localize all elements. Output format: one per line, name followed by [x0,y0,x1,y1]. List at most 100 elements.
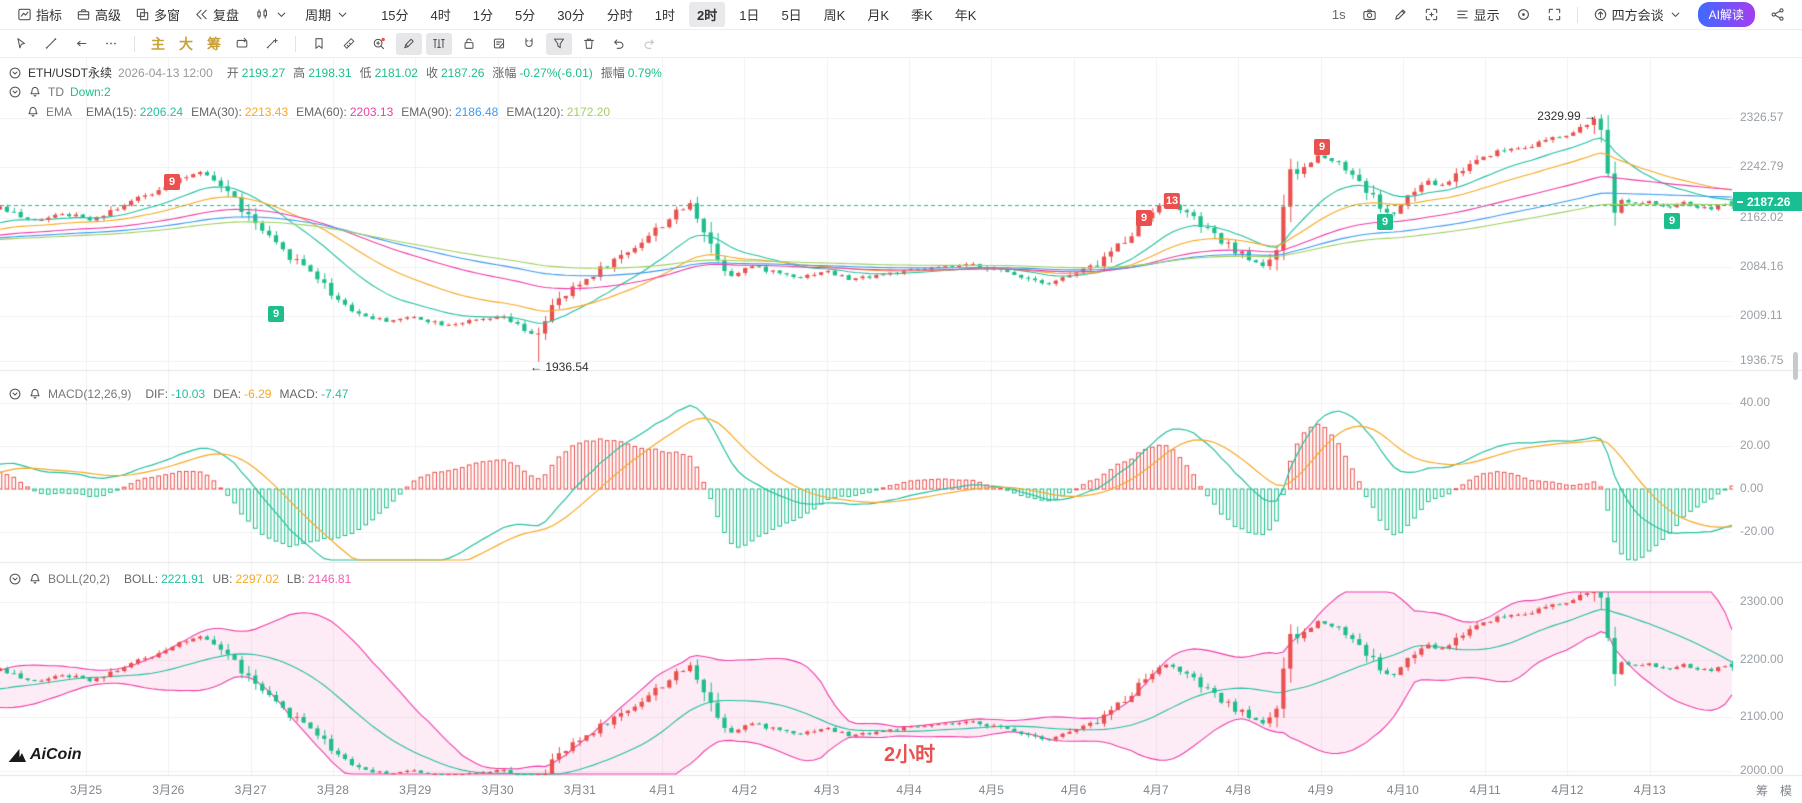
x-axis-date: 4月11 [1469,783,1501,797]
bell-icon[interactable] [26,105,40,119]
timeframe-1时[interactable]: 1时 [647,2,683,27]
x-axis-date: 3月31 [563,783,596,797]
refresh-interval-label: 1s [1331,7,1346,22]
large-gold-tool[interactable]: 大 [173,33,197,55]
datetime-label: 2026-04-13 12:00 [118,65,213,80]
indicator-field: EMA(90): 2186.48 [401,105,498,119]
timeframe-5日[interactable]: 5日 [773,2,809,27]
trash-tool[interactable] [576,33,602,55]
timeframe-分时[interactable]: 分时 [599,2,641,27]
macd-axis-label: 20.00 [1740,438,1771,452]
lock-tool[interactable] [456,33,482,55]
add-frame-button[interactable] [1417,4,1446,25]
ruler-icon [342,36,356,51]
toolbar-rewind-button[interactable]: 复盘 [187,2,246,27]
side-tab-1[interactable]: 筹 [1756,784,1769,798]
indicator-field-label: EMA(90): [401,105,452,119]
timeframe-2时[interactable]: 2时 [688,2,726,27]
meeting-dropdown[interactable]: 四方会谈 [1586,2,1690,27]
refresh-interval-button[interactable]: 1s [1325,4,1353,25]
chart-line-icon [17,7,32,22]
x-axis-date: 3月30 [481,783,514,797]
display-settings-button[interactable]: 显示 [1448,2,1507,27]
collapse-icon[interactable] [8,85,22,99]
more-tool[interactable] [98,33,124,55]
x-axis-date: 3月25 [69,783,103,797]
chevron-down-icon [335,7,350,22]
trend-plus-tool[interactable] [259,33,285,55]
toolbar-separator [1576,6,1578,23]
macd-axis-label: -20.00 [1740,524,1775,538]
indicator-field: 振幅 0.79% [601,64,662,81]
briefcase-icon [76,7,91,22]
bell-icon[interactable] [28,572,42,586]
timeframe-季K[interactable]: 季K [903,2,941,27]
funnel-tool[interactable] [546,32,572,55]
legend-td: TD Down:2 [8,85,111,99]
period-dropdown[interactable]: 周期 [298,2,357,27]
indicator-field-value: 2193.27 [241,66,286,80]
focus-button[interactable] [1509,4,1538,25]
aicoin-logo: AiCoin [10,746,82,764]
collapse-icon[interactable] [8,387,22,401]
timeframe-5分[interactable]: 5分 [507,2,543,27]
main-gold-tool[interactable]: 主 [145,33,169,55]
toolbar-chart-line-button[interactable]: 指标 [10,2,69,27]
zoom-plus-tool[interactable] [366,33,392,55]
td-count-badge: 13 [1163,193,1181,209]
ruler-tool[interactable] [336,33,362,55]
indicator-field-value: -7.47 [321,387,349,401]
indicator-field: 开 2193.27 [227,64,285,81]
chart-area: ETH/USDT永续 2026-04-13 12:00 开 2193.27 高 219… [0,58,1802,803]
cursor-tool[interactable] [8,33,34,55]
boll-label: BOLL(20,2) [48,572,111,586]
bookmark-tool[interactable] [306,33,332,55]
timeframe-年K[interactable]: 年K [947,2,985,27]
td-count-badge: 9 [268,306,284,322]
bell-icon[interactable] [28,85,42,99]
td-count-badge: 9 [1664,213,1680,229]
flip-edit-tool[interactable] [229,33,255,55]
side-tab-2[interactable]: 模 [1780,784,1793,798]
indicator-field-value: -10.03 [171,387,206,401]
kline-bars-tool[interactable] [426,32,452,55]
timeframe-1日[interactable]: 1日 [731,2,767,27]
timeframe-月K[interactable]: 月K [859,2,897,27]
timeframe-30分[interactable]: 30分 [549,2,592,27]
timeframe-15分[interactable]: 15分 [373,2,416,27]
share-button[interactable] [1763,4,1792,25]
x-axis-date: 4月9 [1307,783,1334,797]
x-axis-date: 3月26 [152,783,185,797]
indicator-field-value: 2213.43 [244,105,289,119]
x-axis-date: 4月2 [731,783,758,797]
note-edit-tool[interactable] [486,33,512,55]
right-scrollbar-thumb[interactable] [1793,352,1798,380]
timeframe-1分[interactable]: 1分 [465,2,501,27]
timeframe-4时[interactable]: 4时 [423,2,459,27]
bell-icon[interactable] [28,387,42,401]
screenshot-button[interactable] [1355,4,1384,25]
toolbar-briefcase-button[interactable]: 高级 [69,2,128,27]
ai-analysis-button[interactable]: AI解读 [1697,2,1755,27]
redo-tool[interactable] [636,33,662,55]
indicator-field-label: 高 [293,66,306,80]
timeframe-周K[interactable]: 周K [816,2,854,27]
toolbar-multi-window-button[interactable]: 多窗 [128,2,187,27]
chart-type-dropdown[interactable] [248,4,296,25]
chart-canvas[interactable] [0,58,1802,803]
top-toolbar: 指标 高级 多窗 复盘 周期 15分 4时 1分 5分 30分 分时 1时 2时 1日 5日 周K 月K 季K… [0,0,1802,30]
chips-gold-tool[interactable]: 筹 [201,33,225,55]
macd-axis-label: 0.00 [1740,481,1764,495]
legend-ema: EMA EMA(15): 2206.24 EMA(30): 2213.43 EMA(60… [26,105,610,119]
indicator-field-value: 2181.02 [374,66,418,80]
collapse-icon[interactable] [8,66,22,80]
boll-axis-label: 2300.00 [1740,594,1784,608]
magnet-tool[interactable] [516,33,542,55]
pen-tool[interactable] [396,32,422,55]
annotate-button[interactable] [1386,4,1415,25]
trend-line-tool[interactable] [38,33,64,55]
ray-tool[interactable] [68,33,94,55]
collapse-icon[interactable] [8,572,22,586]
undo-tool[interactable] [606,33,632,55]
fullscreen-button[interactable] [1540,4,1569,25]
